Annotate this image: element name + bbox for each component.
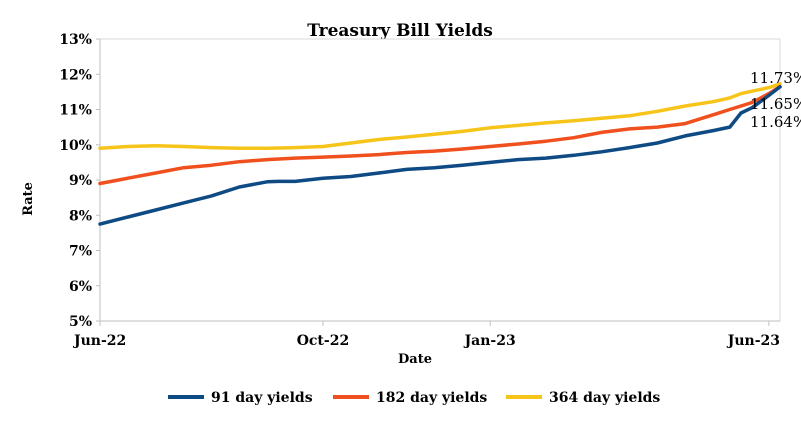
legend: 91 day yields 182 day yields 364 day yield… <box>168 390 660 406</box>
data-label: 11.73% <box>750 69 801 87</box>
plot-area-border <box>99 38 781 322</box>
y-tick-label: 10% <box>59 138 92 154</box>
x-tick-label: Jan-23 <box>463 333 516 349</box>
y-tick-label: 13% <box>59 32 92 48</box>
x-tick-label: Jun-23 <box>726 333 780 349</box>
x-axis-label: Date <box>398 352 432 367</box>
legend-item: 182 day yields <box>333 390 487 406</box>
data-label: 11.65% <box>750 95 801 113</box>
x-tick-label: Jun-22 <box>72 333 126 349</box>
y-tick-label: 8% <box>69 208 92 224</box>
legend-item: 91 day yields <box>168 390 313 406</box>
x-tick-label: Oct-22 <box>297 333 349 349</box>
legend-label: 91 day yields <box>211 390 313 406</box>
legend-label: 364 day yields <box>549 390 660 406</box>
legend-label: 182 day yields <box>376 390 487 406</box>
data-label: 11.64% <box>750 113 801 131</box>
y-axis-label: Rate <box>21 182 36 216</box>
y-tick-label: 12% <box>59 67 92 83</box>
y-tick-label: 6% <box>69 279 92 295</box>
chart-title: Treasury Bill Yields <box>307 21 493 41</box>
y-tick-label: 5% <box>69 314 92 330</box>
y-tick-label: 11% <box>59 103 92 119</box>
y-tick-label: 7% <box>69 244 92 260</box>
series-line-364-day <box>98 82 782 151</box>
series-line-182-day <box>98 84 782 186</box>
legend-item: 364 day yields <box>506 390 660 406</box>
y-tick-label: 9% <box>69 173 92 189</box>
series-line-91-day <box>98 85 782 226</box>
